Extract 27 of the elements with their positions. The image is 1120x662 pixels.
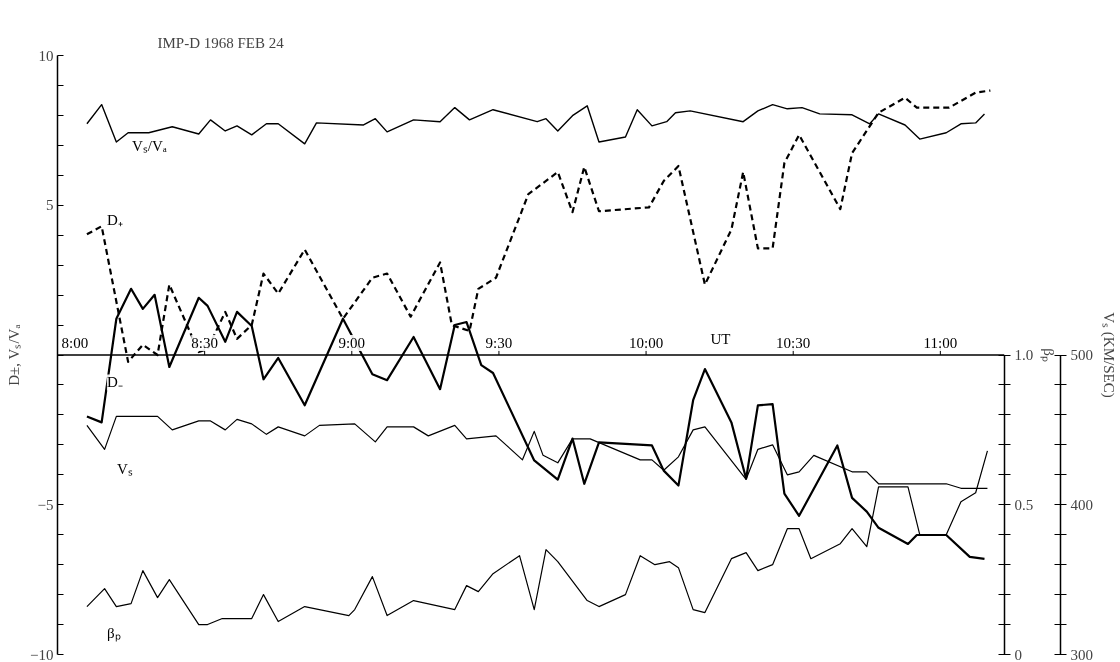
y2-tick-label: 1.0 [1014, 347, 1034, 363]
x-axis-title: UT [710, 331, 731, 347]
y-tick-label: −10 [30, 646, 54, 662]
y3-tick-label: 400 [1070, 496, 1093, 513]
series-label: Vₛ [116, 461, 133, 478]
series-label: βₚ [106, 624, 121, 642]
x-tick-label: 10:30 [776, 335, 811, 351]
chart-title: IMP-D 1968 FEB 24 [157, 34, 285, 51]
y2-tick-label: 0.5 [1014, 496, 1034, 513]
x-tick-label: 9:30 [485, 335, 513, 351]
y3-tick-label: 300 [1070, 646, 1093, 662]
y-tick-label: 5 [46, 197, 54, 214]
series-label: Vₛ/Vₐ [131, 137, 167, 154]
series-label: D₊ [106, 212, 123, 229]
y3-tick-label: 500 [1070, 347, 1093, 363]
y2-axis-title: βₚ [1040, 348, 1058, 362]
x-tick-label: 10:00 [628, 335, 664, 351]
y3-axis-title: Vₛ (KM/SEC) [1100, 312, 1117, 398]
x-tick-label: 9:00 [338, 335, 366, 351]
y2-tick-label: 0 [1014, 646, 1022, 662]
series-label: D₋ [106, 374, 123, 391]
x-tick-label: 8:00 [61, 335, 89, 351]
x-tick-label: 8:30 [191, 335, 218, 351]
y-tick-label: −5 [37, 496, 54, 513]
x-tick-label: 11:00 [923, 335, 958, 351]
y-tick-label: 10 [38, 47, 54, 64]
y-axis-title: D±, Vₛ/Vₐ [6, 324, 23, 386]
